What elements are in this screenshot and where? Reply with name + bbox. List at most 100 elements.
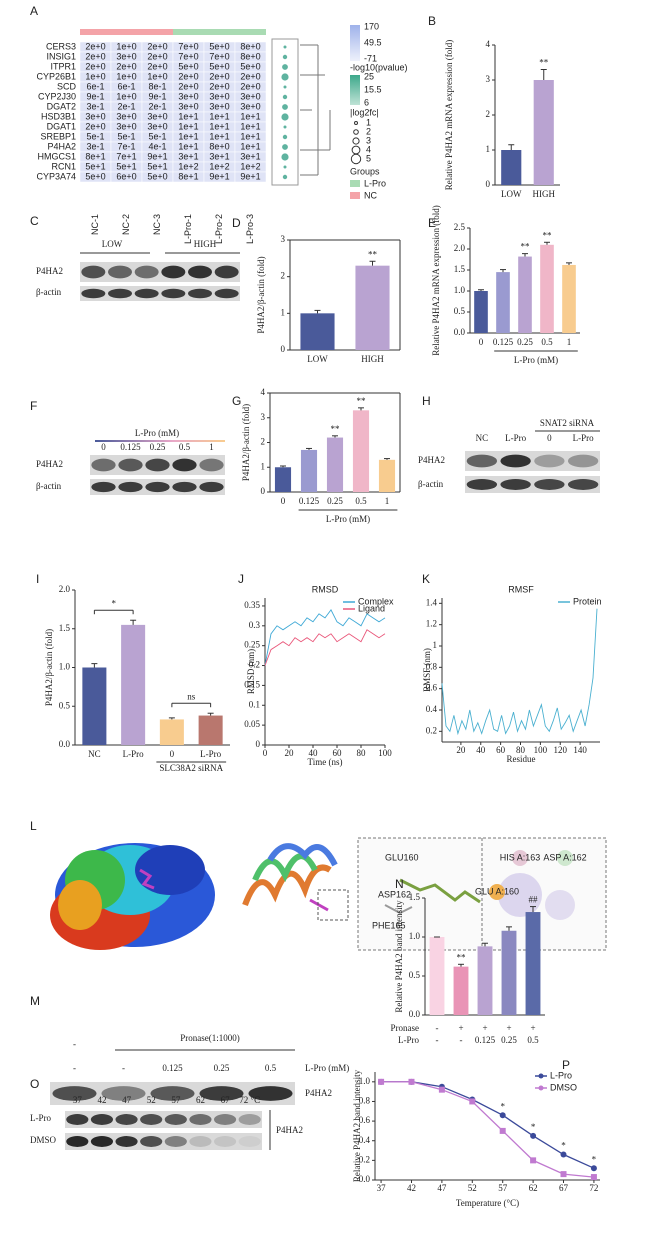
- row-value: +: [506, 1023, 511, 1033]
- cell-label: 4e-1: [148, 141, 166, 151]
- significance-dot: [281, 73, 289, 81]
- blot-strip: [465, 451, 600, 471]
- label: HIGH: [194, 239, 217, 249]
- label: SNAT2 siRNA: [540, 418, 595, 428]
- x-tick-label: LOW: [307, 354, 328, 364]
- y-tick-label: 4: [261, 387, 266, 397]
- blot-band: [161, 265, 186, 279]
- y-tick-label: 0.6: [426, 683, 438, 693]
- series-line: [441, 608, 598, 736]
- y-tick-label: 0.2: [359, 1154, 370, 1164]
- label: 0.25: [214, 1063, 230, 1073]
- y-tick-label: 0.3: [249, 620, 261, 630]
- cell-label: 3e+1: [209, 151, 229, 161]
- blot-band: [108, 288, 132, 299]
- x-axis-label: L-Pro (mM): [326, 514, 370, 524]
- cell-label: 1e+1: [178, 131, 198, 141]
- x-tick-label: 0.125: [493, 337, 514, 347]
- legend-tick: -71: [364, 53, 377, 63]
- point: [438, 1086, 445, 1093]
- blot-band: [150, 1086, 195, 1101]
- blot-band: [199, 458, 224, 472]
- x-tick-label: 57: [498, 1183, 508, 1193]
- bar: [352, 410, 370, 492]
- bar: [501, 930, 517, 1015]
- cell-label: 9e-1: [86, 91, 104, 101]
- blot-band: [91, 481, 116, 493]
- blot-band: [238, 1114, 261, 1125]
- significance: **: [368, 249, 378, 259]
- significance: *: [561, 1141, 566, 1151]
- blot-band: [466, 454, 498, 468]
- gene-label: CYP3A74: [36, 171, 76, 181]
- blot-band: [134, 288, 159, 299]
- label: NC: [476, 433, 489, 443]
- row-value: -: [436, 1035, 439, 1045]
- x-tick-label: 0.5: [541, 337, 553, 347]
- y-tick-label: 3: [261, 412, 266, 422]
- column-label: NC-2: [121, 214, 131, 235]
- cell-label: 3e+1: [240, 151, 260, 161]
- cell-label: 5e+0: [209, 61, 229, 71]
- y-tick-label: 0.4: [426, 704, 438, 714]
- gene-label: DGAT1: [47, 121, 76, 131]
- panel-label: A: [30, 4, 38, 18]
- bar: [518, 256, 532, 333]
- cell-label: 8e+1: [178, 171, 198, 181]
- panel-label: B: [428, 14, 436, 28]
- point: [560, 1151, 567, 1158]
- bar: [300, 313, 335, 350]
- blot-band: [238, 1136, 261, 1147]
- label: 0.5: [179, 442, 191, 452]
- label: L-Pro: [30, 1113, 51, 1123]
- row-value: 0.5: [527, 1035, 539, 1045]
- group-label: SLC38A2 siRNA: [159, 763, 223, 773]
- significance: *: [592, 1154, 597, 1164]
- size-key: [350, 153, 362, 165]
- bar: [82, 667, 107, 745]
- dot-frame: [271, 38, 299, 186]
- y-tick-label: 0.5: [454, 306, 466, 316]
- size-key: [353, 129, 359, 135]
- label: LOW: [102, 239, 123, 249]
- column-label: L-Pro-1: [183, 214, 193, 244]
- point: [590, 1174, 597, 1181]
- cell-label: 7e+0: [209, 51, 229, 61]
- panel-label: I: [36, 572, 39, 586]
- bar: [477, 946, 493, 1015]
- x-tick-label: 0.25: [517, 337, 533, 347]
- y-axis-label: Relative P4HA2 mRNA expression (fold): [431, 205, 441, 355]
- label: β-actin: [36, 481, 62, 491]
- bar: [300, 449, 318, 492]
- legend-tick: 2: [366, 126, 371, 136]
- bar: [474, 291, 488, 333]
- blot-band: [164, 1136, 187, 1147]
- column-label: L-Pro-3: [245, 214, 255, 244]
- row-value: +: [530, 1023, 535, 1033]
- blot-band: [172, 481, 197, 493]
- residue-label: ASP162: [378, 889, 411, 899]
- bar: [501, 150, 522, 185]
- cell-label: 5e+0: [178, 61, 198, 71]
- cell-label: 6e-1: [86, 81, 104, 91]
- y-tick-label: 0.4: [359, 1135, 371, 1145]
- panel-label: J: [238, 572, 244, 586]
- blot-band: [145, 481, 170, 493]
- cell-label: 1e+1: [178, 121, 198, 131]
- residue-label: GLU A:160: [475, 886, 519, 896]
- panel-label: L: [30, 819, 37, 833]
- bar: [198, 715, 223, 745]
- x-axis-label: Time (ns): [308, 757, 343, 767]
- legend-entry: Ligand: [358, 603, 385, 613]
- y-tick-label: 0.0: [359, 1174, 371, 1184]
- blot-band: [188, 265, 212, 279]
- legend-entry: Protein: [573, 596, 602, 606]
- label: 1: [209, 442, 214, 452]
- cell-label: 2e-1: [117, 101, 135, 111]
- x-tick-label: 52: [468, 1183, 477, 1193]
- y-tick-label: 1: [261, 461, 266, 471]
- gene-label: HMGCS1: [37, 151, 76, 161]
- y-tick-label: 0.35: [244, 600, 260, 610]
- label: 72 °C: [239, 1095, 260, 1105]
- y-tick-label: 2: [261, 437, 266, 447]
